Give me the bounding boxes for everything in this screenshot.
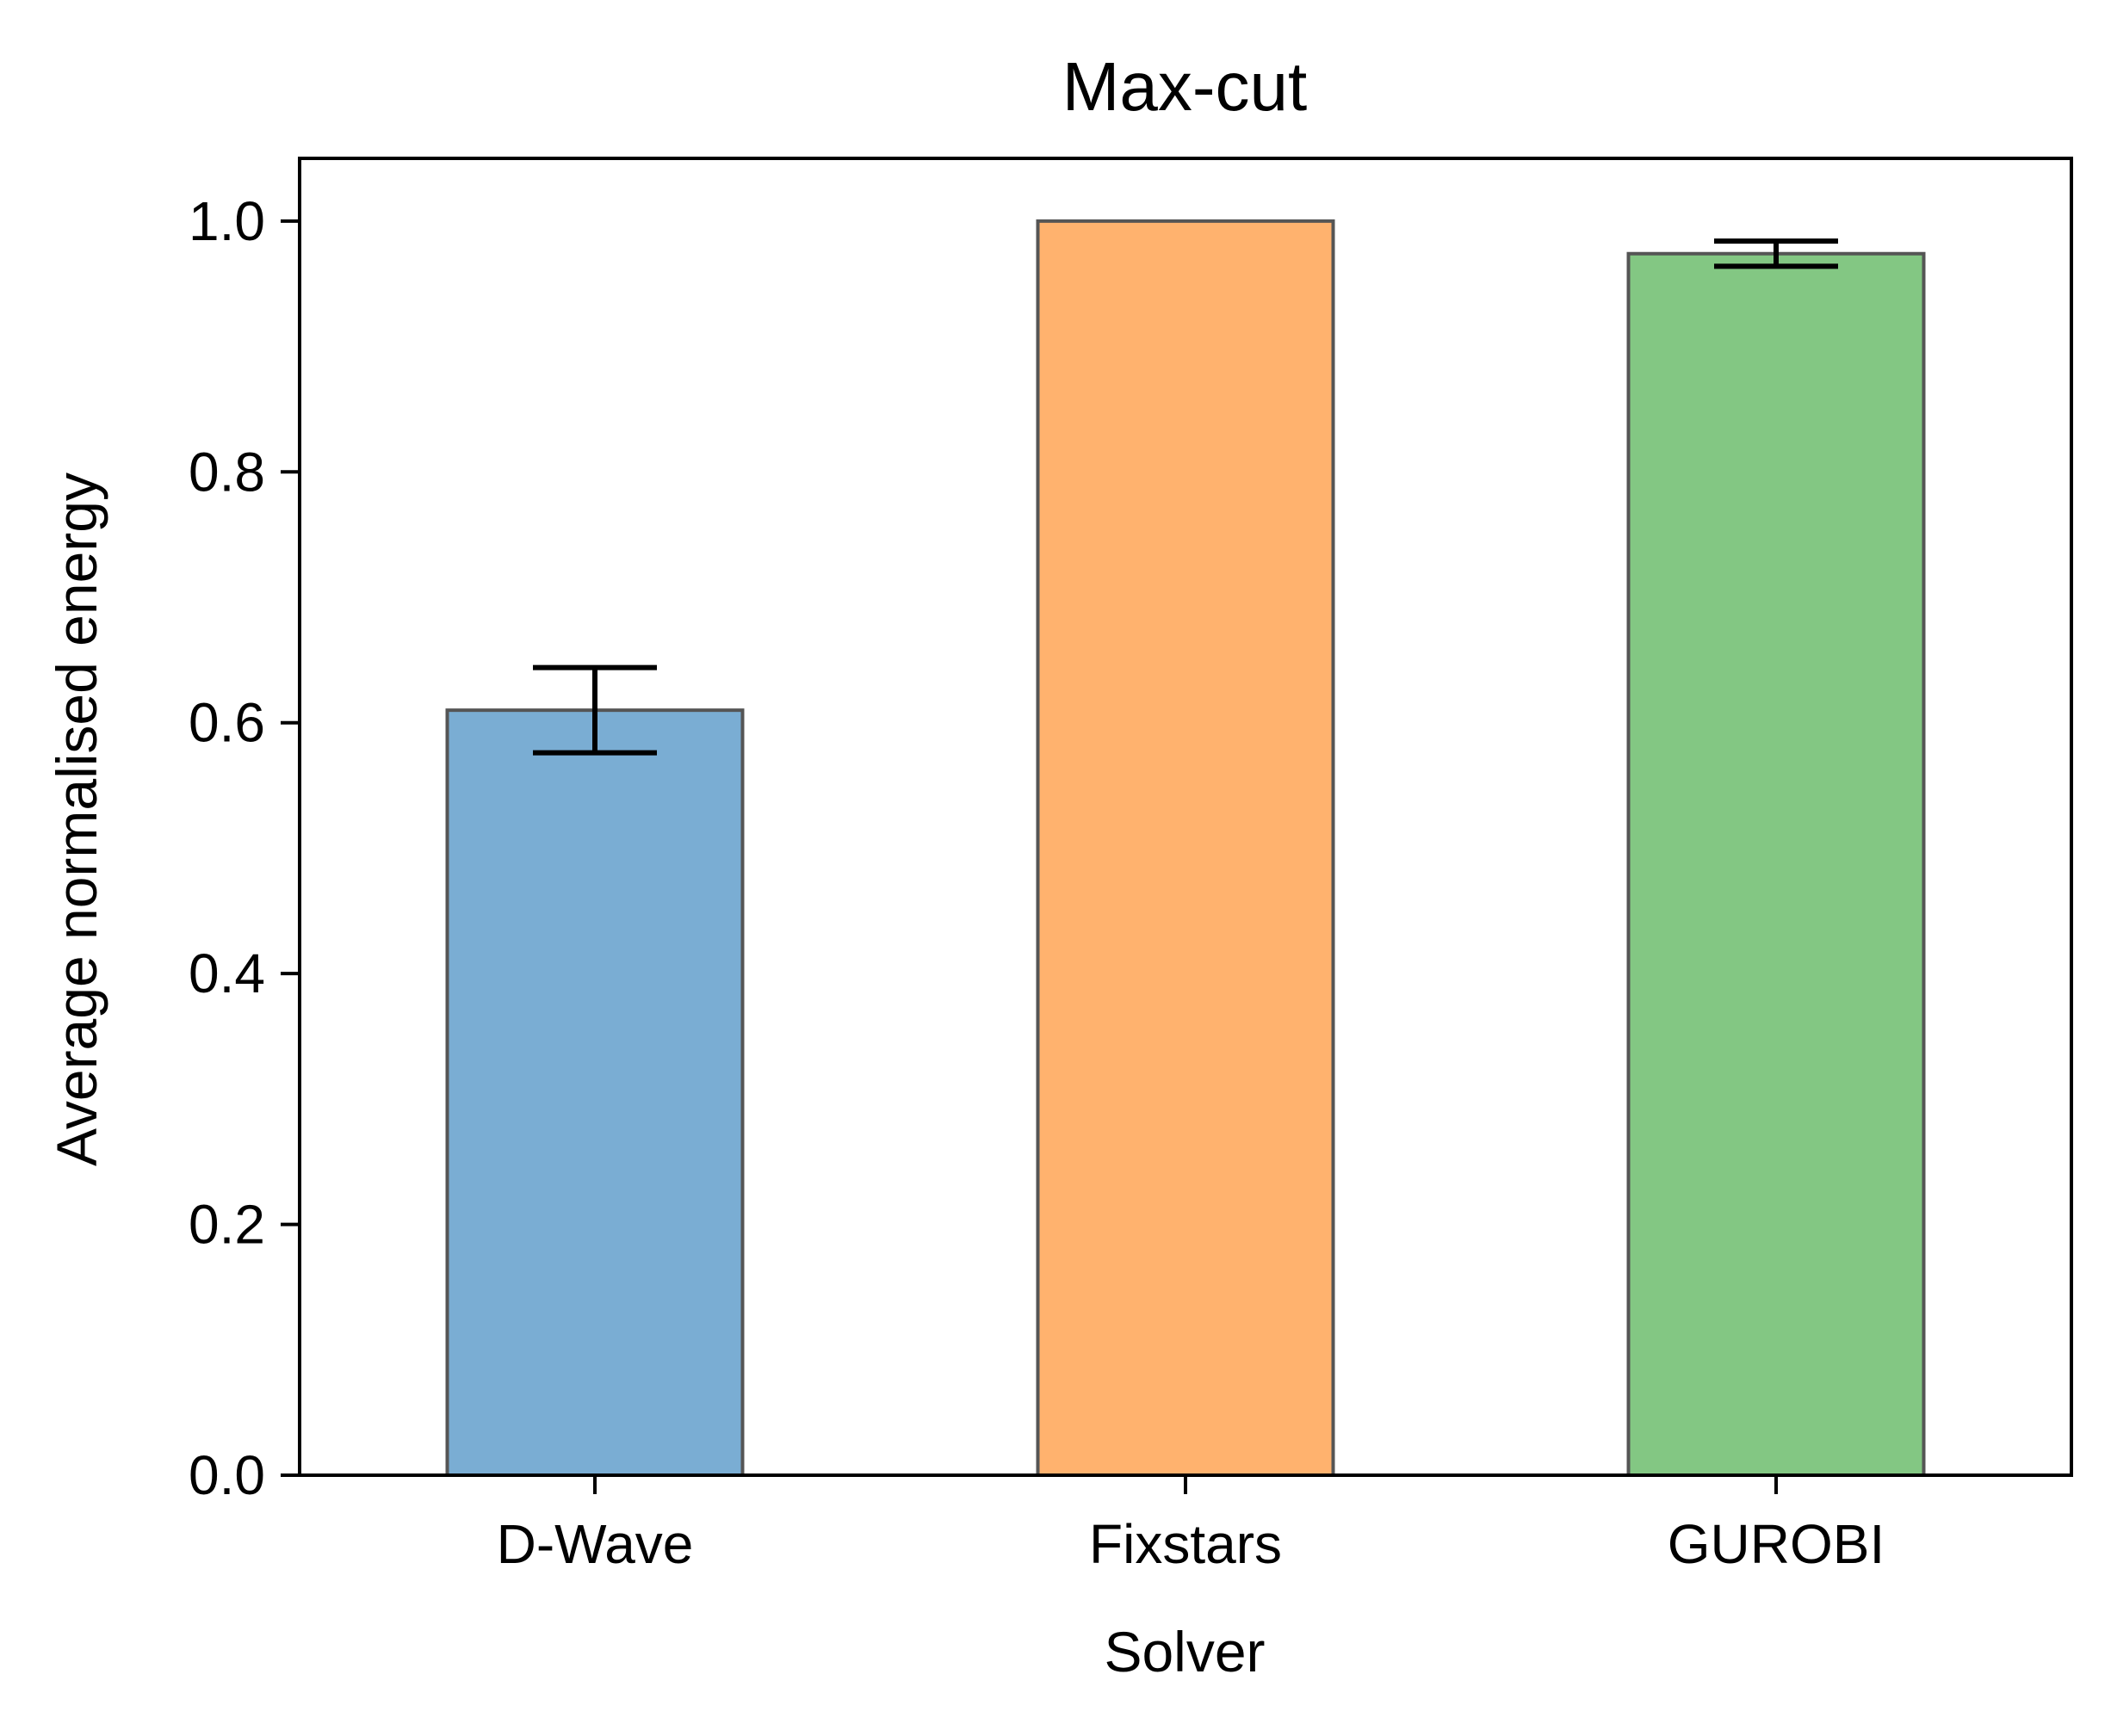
bar-d-wave <box>445 708 745 1477</box>
x-tick-label: D-Wave <box>497 1513 694 1575</box>
y-tick-label: 0.8 <box>189 441 265 503</box>
error-bar-d-wave <box>533 664 657 756</box>
x-tick-label: Fixstars <box>1089 1513 1282 1575</box>
bars-layer <box>445 219 1926 1478</box>
error-bar-gurobi <box>1714 238 1838 269</box>
x-tick-label: GUROBI <box>1668 1513 1885 1575</box>
x-axis: D-Wave Fixstars GUROBI <box>497 1475 1885 1575</box>
y-tick-label: 0.2 <box>189 1194 265 1256</box>
bar-gurobi <box>1626 251 1926 1478</box>
y-tick-label: 0.0 <box>189 1444 265 1506</box>
plot-frame <box>298 157 2073 1477</box>
chart-title: Max-cut <box>1062 48 1308 125</box>
bar-fixstars <box>1036 219 1335 1477</box>
y-tick-label: 1.0 <box>189 190 265 252</box>
error-bars-layer <box>533 238 1838 756</box>
y-tick-label: 0.4 <box>189 942 265 1004</box>
y-axis: 0.0 0.2 0.4 0.6 0.8 1.0 <box>189 190 300 1506</box>
y-axis-label: Average normalised energy <box>45 473 108 1166</box>
x-axis-label: Solver <box>1104 1620 1265 1683</box>
y-tick-label: 0.6 <box>189 692 265 754</box>
